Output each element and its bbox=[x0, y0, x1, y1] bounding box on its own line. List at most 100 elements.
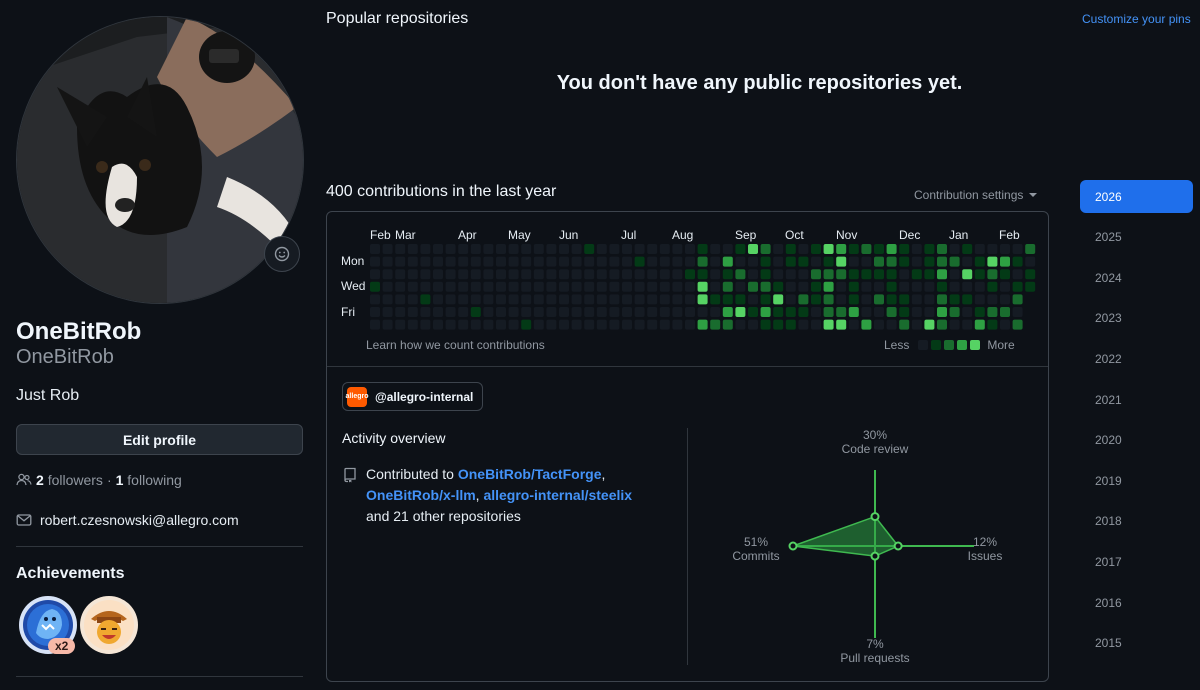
contribution-day[interactable] bbox=[483, 244, 494, 254]
contribution-day[interactable] bbox=[911, 269, 922, 280]
year-link-2026[interactable]: 2026 bbox=[1080, 180, 1193, 213]
contribution-day[interactable] bbox=[659, 307, 670, 317]
contribution-day[interactable] bbox=[546, 244, 557, 254]
contribution-day[interactable] bbox=[697, 256, 708, 267]
contribution-day[interactable] bbox=[609, 256, 620, 267]
contribution-day[interactable] bbox=[433, 294, 443, 305]
contribution-day[interactable] bbox=[937, 281, 947, 292]
contribution-day[interactable] bbox=[634, 269, 645, 280]
contribution-day[interactable] bbox=[596, 256, 607, 267]
contribution-day[interactable] bbox=[685, 256, 695, 267]
contribution-day[interactable] bbox=[785, 294, 796, 305]
contribution-day[interactable] bbox=[470, 307, 481, 317]
contribution-day[interactable] bbox=[370, 269, 380, 280]
contribution-day[interactable] bbox=[861, 294, 872, 305]
contribution-day[interactable] bbox=[899, 319, 910, 330]
contribution-day[interactable] bbox=[722, 294, 733, 305]
contribution-day[interactable] bbox=[987, 269, 998, 280]
contribution-day[interactable] bbox=[710, 294, 721, 305]
contribution-day[interactable] bbox=[533, 281, 544, 292]
contribution-day[interactable] bbox=[458, 256, 469, 267]
contribution-day[interactable] bbox=[647, 319, 658, 330]
contribution-day[interactable] bbox=[785, 244, 796, 254]
contribution-day[interactable] bbox=[407, 244, 418, 254]
contribution-day[interactable] bbox=[483, 281, 494, 292]
contribution-day[interactable] bbox=[395, 281, 406, 292]
contribution-day[interactable] bbox=[974, 256, 985, 267]
contribution-day[interactable] bbox=[798, 256, 809, 267]
contribution-day[interactable] bbox=[370, 256, 380, 267]
contribution-day[interactable] bbox=[395, 294, 406, 305]
contribution-day[interactable] bbox=[672, 256, 683, 267]
contribution-day[interactable] bbox=[937, 256, 947, 267]
contribution-day[interactable] bbox=[571, 307, 582, 317]
contribution-day[interactable] bbox=[773, 281, 784, 292]
contribution-day[interactable] bbox=[622, 281, 632, 292]
contribution-day[interactable] bbox=[420, 307, 431, 317]
contribution-day[interactable] bbox=[886, 269, 897, 280]
contribution-day[interactable] bbox=[722, 256, 733, 267]
contribution-day[interactable] bbox=[962, 244, 973, 254]
contribution-day[interactable] bbox=[886, 244, 897, 254]
contribution-day[interactable] bbox=[987, 319, 998, 330]
contribution-day[interactable] bbox=[445, 281, 456, 292]
contribution-day[interactable] bbox=[785, 281, 796, 292]
repo-link-x-llm[interactable]: OneBitRob/x-llm bbox=[366, 487, 476, 503]
contribution-day[interactable] bbox=[1000, 307, 1010, 317]
contribution-day[interactable] bbox=[445, 307, 456, 317]
contribution-day[interactable] bbox=[836, 269, 847, 280]
contribution-day[interactable] bbox=[937, 269, 947, 280]
contribution-day[interactable] bbox=[798, 244, 809, 254]
contribution-day[interactable] bbox=[508, 307, 519, 317]
contribution-day[interactable] bbox=[521, 307, 532, 317]
contribution-day[interactable] bbox=[798, 307, 809, 317]
contribution-day[interactable] bbox=[596, 269, 607, 280]
contribution-day[interactable] bbox=[445, 319, 456, 330]
contribution-day[interactable] bbox=[496, 307, 506, 317]
contribution-day[interactable] bbox=[647, 307, 658, 317]
contribution-day[interactable] bbox=[874, 256, 884, 267]
contribution-day[interactable] bbox=[811, 256, 821, 267]
following-link[interactable]: 1 following bbox=[116, 472, 182, 488]
contribution-day[interactable] bbox=[760, 294, 771, 305]
achievement-badge-pull-shark[interactable] bbox=[18, 595, 78, 655]
contribution-day[interactable] bbox=[559, 307, 569, 317]
contribution-day[interactable] bbox=[811, 281, 821, 292]
contribution-day[interactable] bbox=[596, 281, 607, 292]
contribution-day[interactable] bbox=[659, 281, 670, 292]
contribution-day[interactable] bbox=[974, 319, 985, 330]
contribution-day[interactable] bbox=[735, 319, 746, 330]
contribution-day[interactable] bbox=[609, 307, 620, 317]
year-link-2021[interactable]: 2021 bbox=[1095, 392, 1122, 407]
contribution-day[interactable] bbox=[811, 307, 821, 317]
avatar[interactable] bbox=[16, 16, 304, 304]
contribution-day[interactable] bbox=[609, 294, 620, 305]
contribution-day[interactable] bbox=[433, 244, 443, 254]
contribution-day[interactable] bbox=[987, 256, 998, 267]
contribution-day[interactable] bbox=[370, 319, 380, 330]
contribution-day[interactable] bbox=[911, 244, 922, 254]
contribution-day[interactable] bbox=[596, 307, 607, 317]
contribution-day[interactable] bbox=[685, 281, 695, 292]
contribution-day[interactable] bbox=[697, 269, 708, 280]
contribution-day[interactable] bbox=[760, 307, 771, 317]
contribution-day[interactable] bbox=[382, 294, 393, 305]
contribution-day[interactable] bbox=[584, 244, 595, 254]
contribution-day[interactable] bbox=[874, 319, 884, 330]
contribution-day[interactable] bbox=[559, 281, 569, 292]
contribution-day[interactable] bbox=[773, 307, 784, 317]
contribution-day[interactable] bbox=[949, 244, 960, 254]
contribution-day[interactable] bbox=[949, 269, 960, 280]
contribution-day[interactable] bbox=[546, 294, 557, 305]
contribution-day[interactable] bbox=[974, 307, 985, 317]
contribution-day[interactable] bbox=[458, 319, 469, 330]
contribution-day[interactable] bbox=[458, 307, 469, 317]
contribution-day[interactable] bbox=[496, 319, 506, 330]
contribution-day[interactable] bbox=[659, 269, 670, 280]
contribution-day[interactable] bbox=[937, 244, 947, 254]
contribution-day[interactable] bbox=[722, 269, 733, 280]
contribution-day[interactable] bbox=[962, 256, 973, 267]
contribution-settings-dropdown[interactable]: Contribution settings bbox=[914, 188, 1038, 202]
year-link-2017[interactable]: 2017 bbox=[1095, 554, 1122, 569]
contribution-day[interactable] bbox=[521, 281, 532, 292]
